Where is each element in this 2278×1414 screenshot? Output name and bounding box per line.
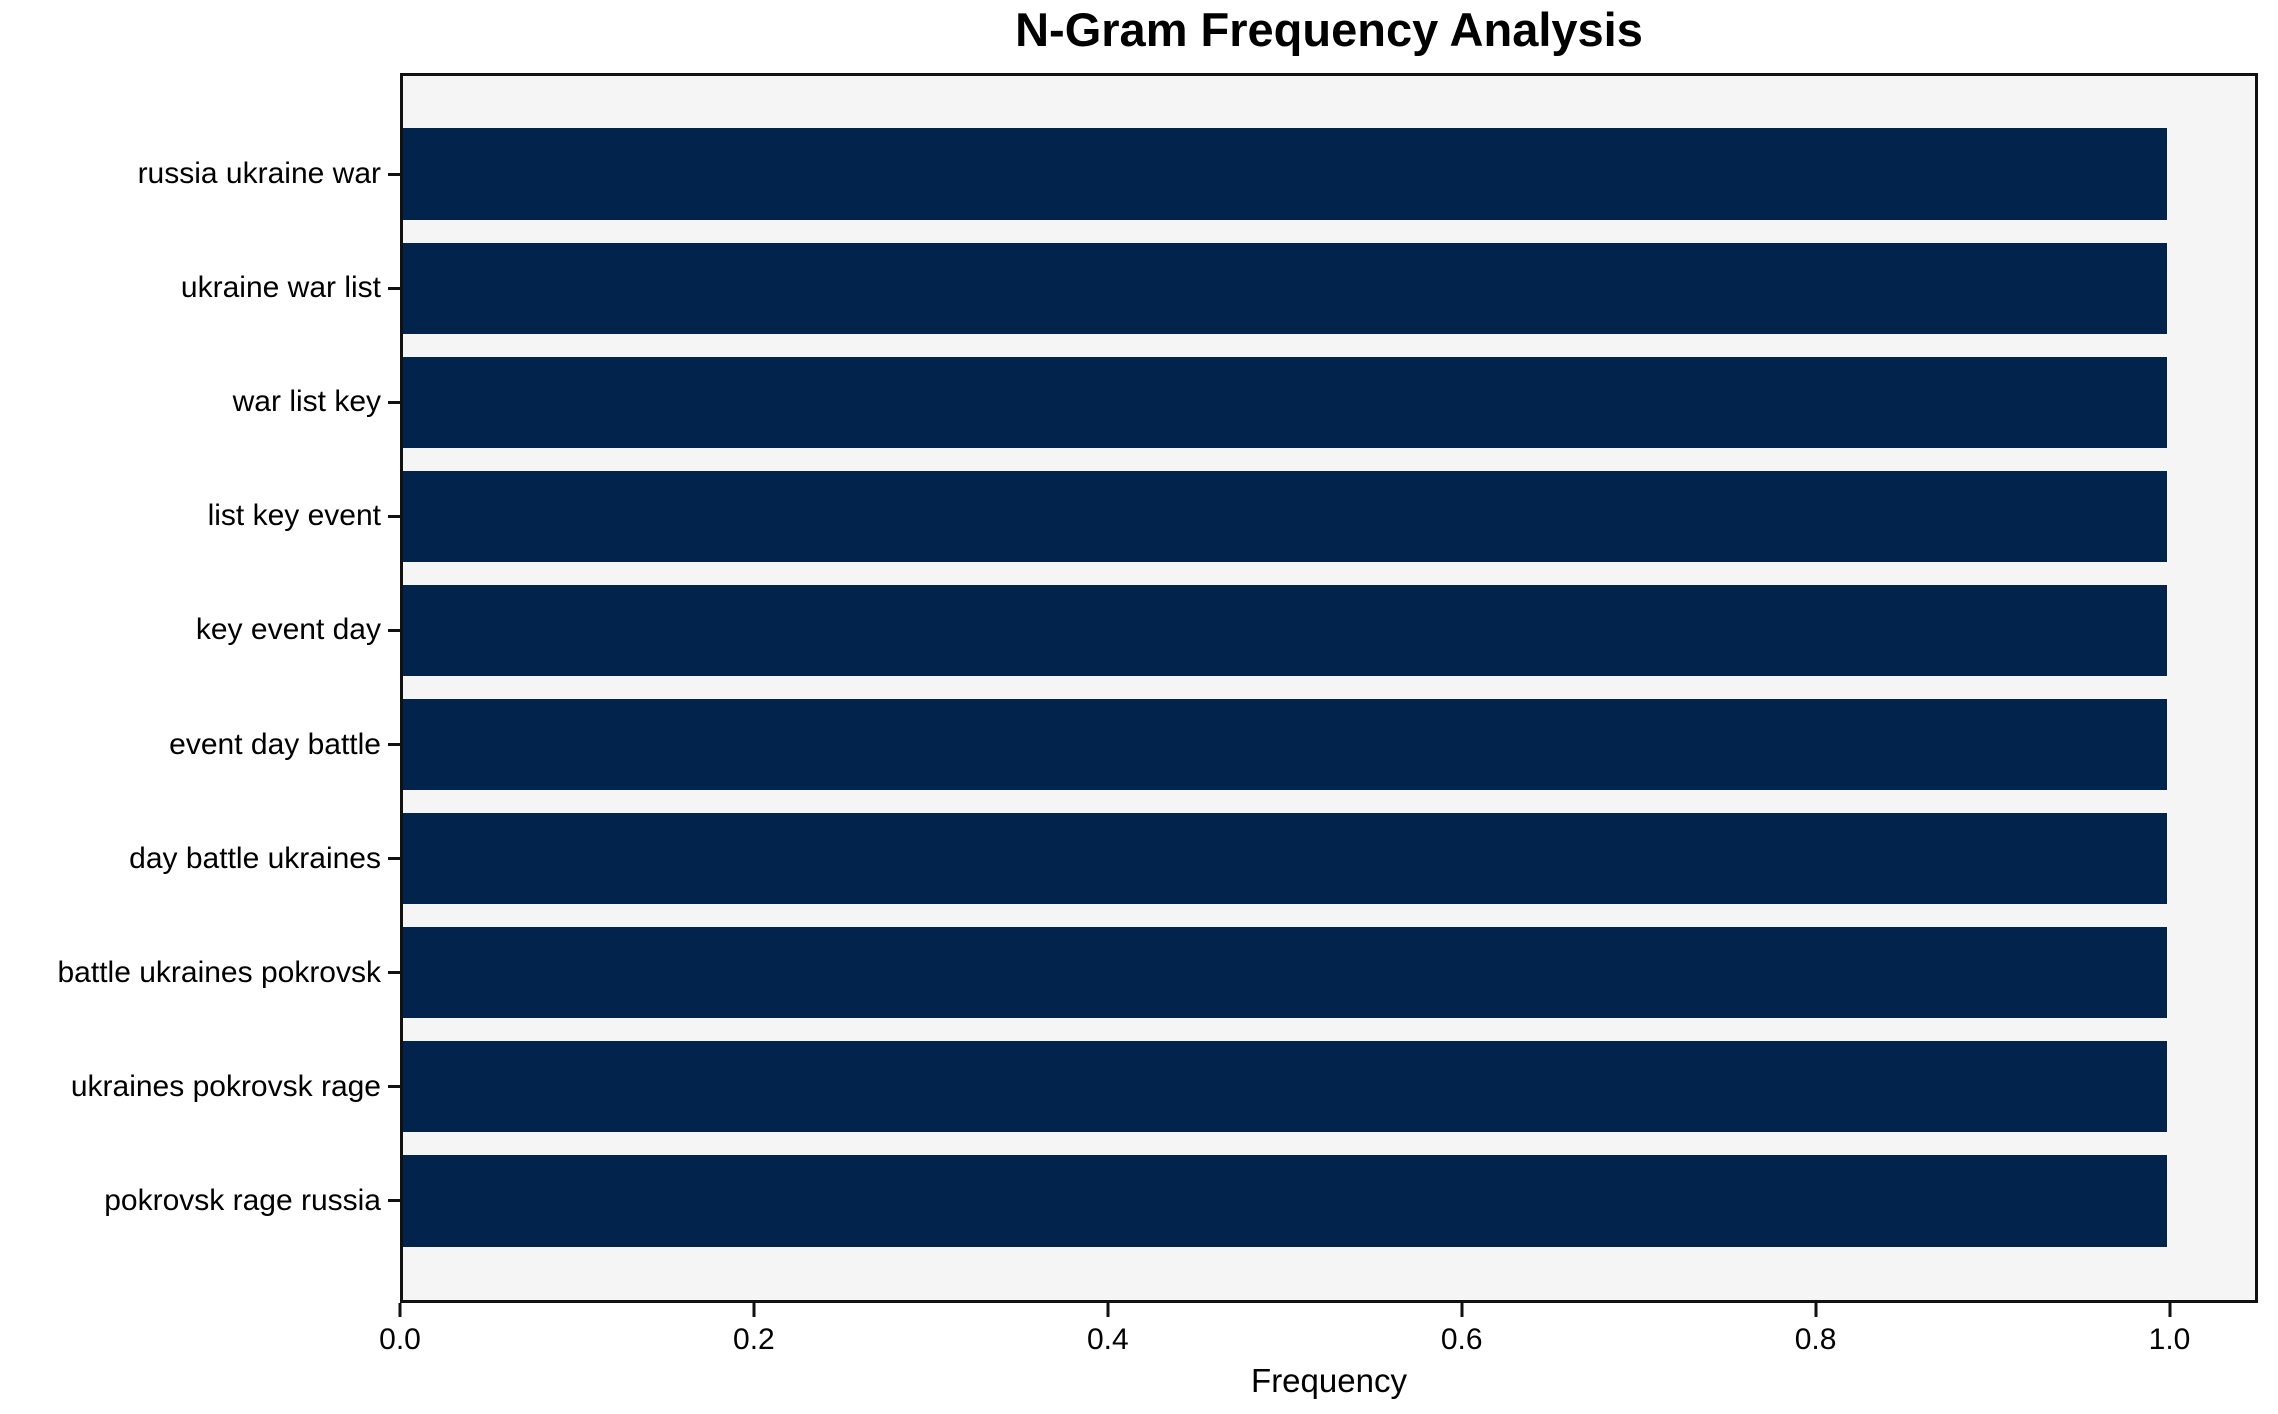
y-tick-row: list key event: [0, 459, 400, 573]
bar: [403, 927, 2167, 1019]
y-tick-row: battle ukraines pokrovsk: [0, 916, 400, 1030]
y-tick-label: ukraine war list: [180, 271, 381, 305]
y-tick-mark: [388, 743, 400, 747]
x-tick-mark: [1106, 1303, 1110, 1317]
y-tick-row: ukraines pokrovsk rage: [0, 1030, 400, 1144]
plot-area: [400, 73, 2258, 1303]
chart-title: N-Gram Frequency Analysis: [1015, 3, 1643, 56]
y-tick-mark: [388, 400, 400, 404]
x-tick-mark: [1460, 1303, 1464, 1317]
bar-row: [403, 1144, 2255, 1258]
bar-row: [403, 231, 2255, 345]
bar: [403, 698, 2167, 791]
x-tick-label: 0.6: [1440, 1323, 1483, 1356]
x-tick-mark: [1814, 1303, 1818, 1317]
bar: [403, 1041, 2167, 1133]
y-tick-label: event day battle: [169, 727, 381, 761]
x-tick-mark: [2168, 1303, 2172, 1317]
y-tick-label: battle ukraines pokrovsk: [57, 955, 382, 989]
y-tick-row: event day battle: [0, 687, 400, 801]
bar-row: [403, 345, 2255, 459]
x-axis-title: Frequency: [1251, 1362, 1407, 1399]
x-tick-mark: [398, 1303, 402, 1317]
y-tick-row: pokrovsk rage russia: [0, 1144, 400, 1258]
bar: [403, 470, 2167, 562]
bar: [403, 812, 2167, 905]
bar-row: [403, 117, 2255, 231]
bar-row: [403, 573, 2255, 687]
y-tick-mark: [388, 628, 400, 632]
x-tick-label: 0.2: [733, 1323, 775, 1356]
bar: [403, 356, 2167, 448]
bar: [403, 128, 2167, 220]
y-tick-mark: [388, 172, 400, 176]
y-tick-mark: [388, 514, 400, 518]
x-tick-mark: [752, 1303, 756, 1317]
bar-row: [403, 1030, 2255, 1144]
bar-row: [403, 802, 2255, 916]
y-tick-label: ukraines pokrovsk rage: [70, 1069, 381, 1103]
y-tick-label: day battle ukraines: [129, 841, 381, 875]
y-tick-row: day battle ukraines: [0, 802, 400, 916]
y-tick-row: key event day: [0, 573, 400, 687]
x-tick-label: 1.0: [2148, 1323, 2191, 1356]
bar-row: [403, 916, 2255, 1030]
y-tick-mark: [388, 857, 400, 861]
y-tick-label: key event day: [195, 613, 381, 647]
y-tick-mark: [388, 971, 400, 975]
y-tick-mark: [388, 1199, 400, 1203]
y-tick-label: war list key: [232, 385, 381, 419]
y-tick-mark: [388, 1085, 400, 1089]
bar: [403, 242, 2167, 334]
bar: [403, 584, 2167, 677]
y-axis-labels: russia ukraine war ukraine war list war li…: [0, 73, 400, 1303]
y-tick-row: war list key: [0, 345, 400, 459]
x-tick-label: 0.4: [1086, 1323, 1129, 1356]
x-tick-label: 0.8: [1794, 1323, 1837, 1356]
y-tick-label: pokrovsk rage russia: [104, 1183, 381, 1217]
y-tick-mark: [388, 286, 400, 290]
y-tick-row: ukraine war list: [0, 231, 400, 345]
x-tick-label: 0.0: [379, 1323, 421, 1356]
bar-row: [403, 687, 2255, 801]
y-tick-row: russia ukraine war: [0, 117, 400, 231]
bar: [403, 1155, 2167, 1247]
bar-row: [403, 459, 2255, 573]
y-tick-label: russia ukraine war: [137, 157, 381, 191]
y-tick-label: list key event: [207, 499, 381, 533]
